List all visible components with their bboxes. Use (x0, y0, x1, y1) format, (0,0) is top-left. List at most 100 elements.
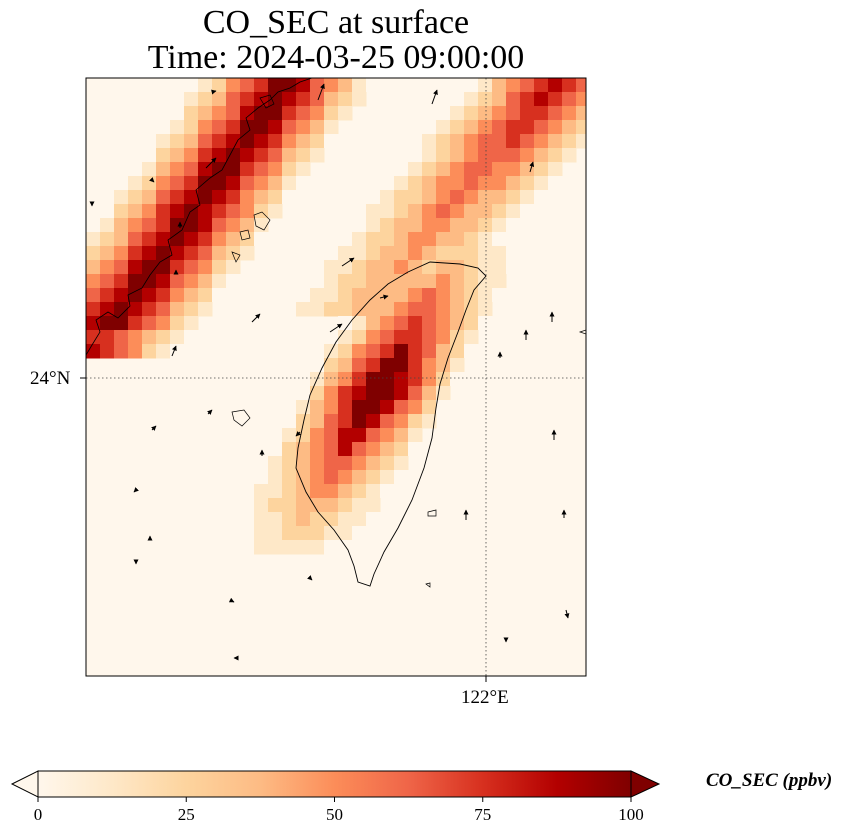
field-cell (254, 526, 269, 541)
field-cell (324, 134, 339, 149)
field-cell (100, 330, 115, 345)
field-cell (226, 274, 241, 289)
field-cell (366, 288, 381, 303)
field-cell (184, 92, 199, 107)
field-cell (296, 512, 311, 527)
field-cell (464, 134, 479, 149)
field-cell (338, 344, 353, 359)
field-cell (436, 288, 451, 303)
field-cell (296, 470, 311, 485)
field-cell (170, 344, 185, 359)
field-cell (254, 120, 269, 135)
field-cell (170, 218, 185, 233)
field-cell (198, 176, 213, 191)
field-cell (184, 162, 199, 177)
field-cell (156, 330, 171, 345)
field-cell (380, 176, 395, 191)
field-cell (366, 218, 381, 233)
field-cell (268, 442, 283, 457)
field-cell (296, 162, 311, 177)
field-cell (562, 92, 577, 107)
field-cell (394, 176, 409, 191)
field-cell (408, 218, 423, 233)
field-cell (366, 274, 381, 289)
field-cell (352, 456, 367, 471)
field-cell (254, 106, 269, 121)
field-cell (170, 162, 185, 177)
field-cell (492, 106, 507, 121)
field-cell (422, 344, 437, 359)
field-cell (422, 414, 437, 429)
field-cell (436, 120, 451, 135)
field-cell (492, 78, 507, 93)
field-cell (436, 218, 451, 233)
field-cell (198, 92, 213, 107)
field-cell (212, 288, 227, 303)
field-cell (352, 484, 367, 499)
field-cell (324, 288, 339, 303)
field-cell (492, 288, 507, 303)
field-cell (352, 442, 367, 457)
field-cell (114, 190, 129, 205)
wind-vector-arrow (228, 597, 235, 603)
field-cell (352, 218, 367, 233)
field-cell (520, 134, 535, 149)
field-cell (198, 190, 213, 205)
wind-vectors (89, 83, 570, 661)
field-cell (408, 148, 423, 163)
field-cell (380, 484, 395, 499)
wind-vector-arrow (151, 425, 157, 431)
field-cell (478, 302, 493, 317)
field-cell (352, 302, 367, 317)
field-cell (338, 442, 353, 457)
field-cell (128, 204, 143, 219)
field-cell (478, 316, 493, 331)
wind-vector-arrow (317, 83, 325, 101)
field-cell (380, 316, 395, 331)
field-cell (198, 288, 213, 303)
field-cell (422, 232, 437, 247)
field-cell (268, 162, 283, 177)
field-cell (338, 358, 353, 373)
field-cell (296, 134, 311, 149)
field-cell (506, 190, 521, 205)
china-coastline (86, 78, 313, 356)
field-cell (394, 470, 409, 485)
field-cell (548, 92, 563, 107)
field-cell (394, 246, 409, 261)
field-cell (436, 400, 451, 415)
field-cell (114, 288, 129, 303)
field-cell (114, 302, 129, 317)
field-cell (338, 386, 353, 401)
field-cell (422, 218, 437, 233)
field-cell (534, 78, 549, 93)
field-cell (394, 386, 409, 401)
field-cell (310, 106, 325, 121)
field-cell (492, 260, 507, 275)
field-cell (478, 204, 493, 219)
field-cell (464, 162, 479, 177)
field-cell (324, 400, 339, 415)
field-cell (422, 316, 437, 331)
field-cell (352, 78, 367, 93)
field-cell (254, 470, 269, 485)
field-cell (184, 106, 199, 121)
field-cell (352, 274, 367, 289)
field-cell (478, 106, 493, 121)
wind-vector-arrow (329, 323, 343, 333)
field-cell (198, 274, 213, 289)
field-cell (324, 106, 339, 121)
field-cell (86, 274, 101, 289)
field-cell (352, 344, 367, 359)
field-cell (422, 148, 437, 163)
map-frame (85, 77, 587, 677)
field-cell (478, 176, 493, 191)
field-cell (366, 344, 381, 359)
field-cell (492, 246, 507, 261)
field-cell (226, 204, 241, 219)
field-cell (86, 302, 101, 317)
field-cell (114, 274, 129, 289)
field-cell (450, 246, 465, 261)
field-cell (366, 316, 381, 331)
field-cell (226, 120, 241, 135)
